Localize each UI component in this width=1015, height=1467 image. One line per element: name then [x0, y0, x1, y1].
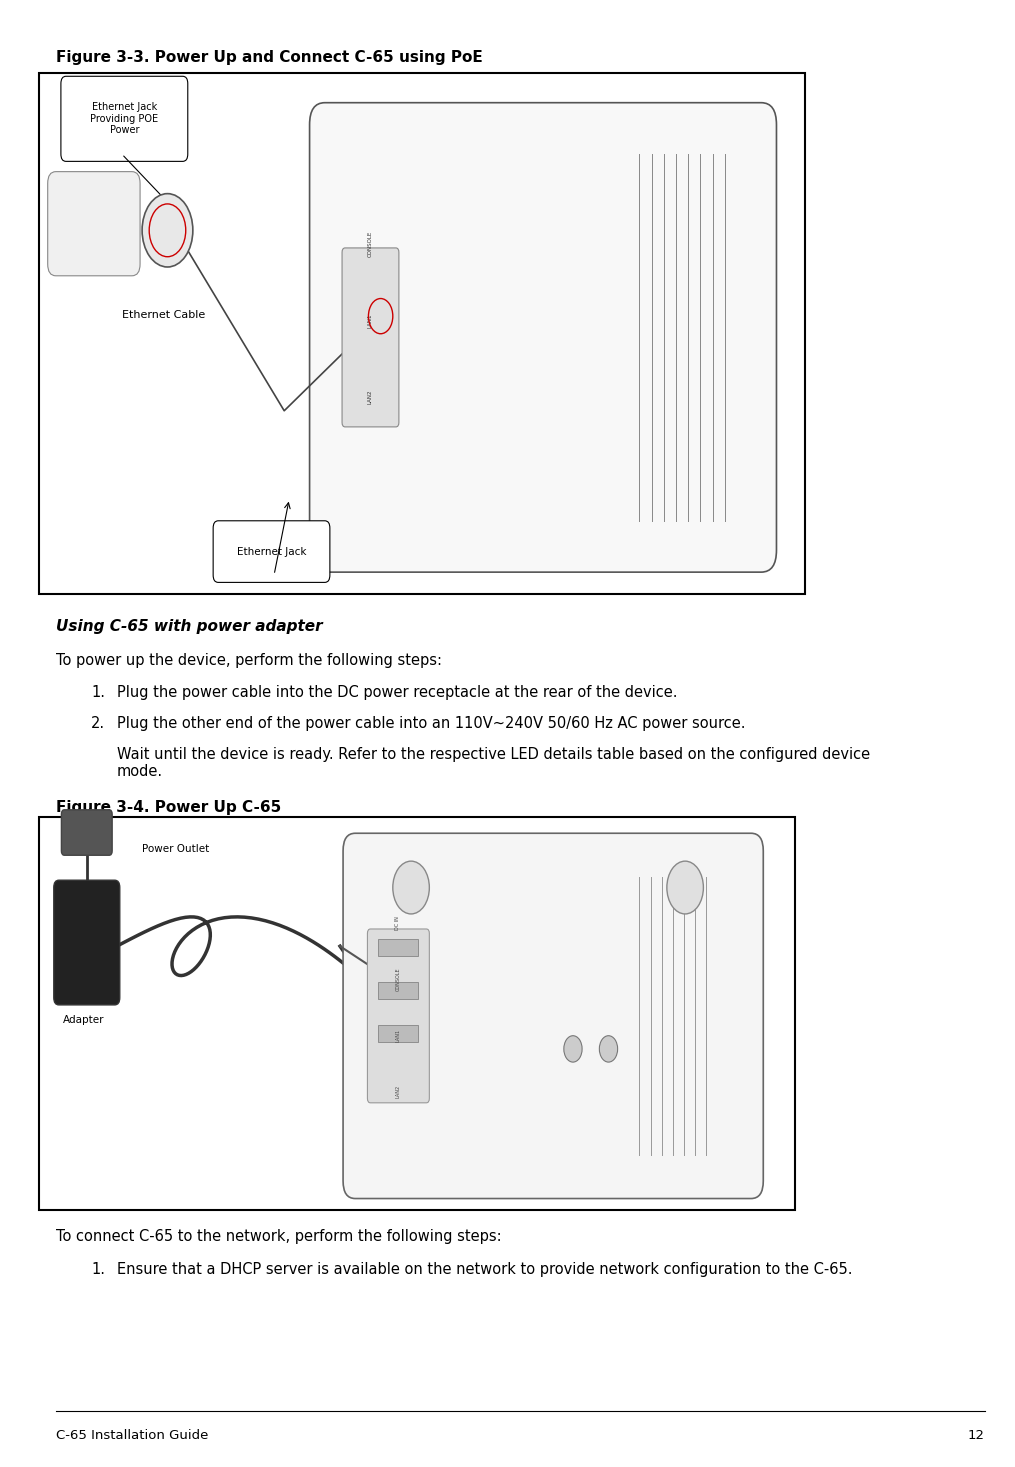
- Text: Ethernet Jack
Providing POE
Power: Ethernet Jack Providing POE Power: [90, 103, 158, 135]
- Bar: [378, 1024, 418, 1042]
- Text: To power up the device, perform the following steps:: To power up the device, perform the foll…: [56, 653, 442, 667]
- Text: 1.: 1.: [91, 685, 106, 700]
- Text: Figure 3-4. Power Up C-65: Figure 3-4. Power Up C-65: [56, 800, 281, 814]
- Circle shape: [667, 861, 703, 914]
- Text: To connect C-65 to the network, perform the following steps:: To connect C-65 to the network, perform …: [56, 1229, 501, 1244]
- Text: 1.: 1.: [91, 1262, 106, 1276]
- Text: Ensure that a DHCP server is available on the network to provide network configu: Ensure that a DHCP server is available o…: [117, 1262, 853, 1276]
- FancyBboxPatch shape: [61, 810, 112, 855]
- Text: Wait until the device is ready. Refer to the respective LED details table based : Wait until the device is ready. Refer to…: [117, 747, 870, 779]
- Circle shape: [393, 861, 429, 914]
- Circle shape: [564, 1036, 582, 1062]
- Circle shape: [599, 1036, 617, 1062]
- Text: DC IN: DC IN: [396, 917, 400, 930]
- Text: Plug the power cable into the DC power receptacle at the rear of the device.: Plug the power cable into the DC power r…: [117, 685, 677, 700]
- FancyBboxPatch shape: [48, 172, 140, 276]
- Text: CONSOLE: CONSOLE: [368, 230, 373, 257]
- Circle shape: [142, 194, 193, 267]
- Text: Ethernet Jack: Ethernet Jack: [236, 547, 307, 556]
- Bar: [39, 817, 795, 1210]
- Bar: [378, 981, 418, 999]
- Text: 2.: 2.: [91, 716, 106, 731]
- FancyBboxPatch shape: [310, 103, 776, 572]
- Text: Ethernet Cable: Ethernet Cable: [122, 311, 205, 320]
- Text: Plug the other end of the power cable into an 110V~240V 50/60 Hz AC power source: Plug the other end of the power cable in…: [117, 716, 745, 731]
- Text: CONSOLE: CONSOLE: [396, 968, 400, 992]
- Text: Power Outlet: Power Outlet: [142, 844, 209, 854]
- Text: LAN2: LAN2: [368, 390, 373, 405]
- Text: Adapter: Adapter: [63, 1015, 105, 1025]
- Text: C-65 Installation Guide: C-65 Installation Guide: [56, 1429, 208, 1442]
- Text: LAN2: LAN2: [396, 1086, 400, 1099]
- FancyBboxPatch shape: [54, 880, 120, 1005]
- FancyBboxPatch shape: [342, 248, 399, 427]
- Text: 12: 12: [967, 1429, 985, 1442]
- Text: Using C-65 with power adapter: Using C-65 with power adapter: [56, 619, 323, 634]
- Text: LAN1: LAN1: [368, 312, 373, 327]
- FancyBboxPatch shape: [61, 76, 188, 161]
- FancyBboxPatch shape: [213, 521, 330, 582]
- Bar: [39, 73, 805, 594]
- FancyBboxPatch shape: [367, 929, 429, 1103]
- Bar: [378, 939, 418, 956]
- Text: Figure 3-3. Power Up and Connect C-65 using PoE: Figure 3-3. Power Up and Connect C-65 us…: [56, 50, 482, 65]
- Text: LAN1: LAN1: [396, 1030, 400, 1042]
- FancyBboxPatch shape: [343, 833, 763, 1199]
